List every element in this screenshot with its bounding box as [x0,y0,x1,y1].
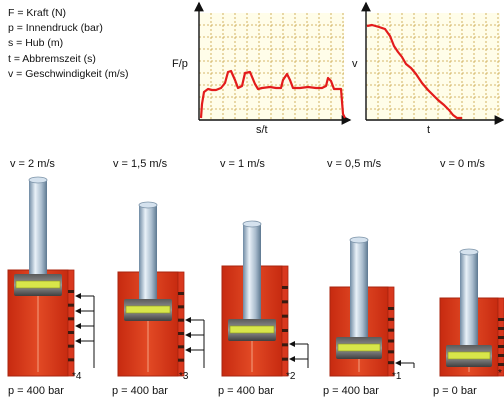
piston-seal [337,343,381,352]
speed-label-stage-2: v = 1,5 m/s [113,158,168,170]
rod-top [28,176,48,184]
rod-top [349,236,369,244]
port-hole [282,357,288,361]
port-hole [68,344,74,348]
legend-pressure: p = Innendruck (bar) [8,22,103,35]
piston-rod [29,180,47,282]
piston-seal [229,325,275,334]
port-hole [178,358,184,362]
note-stage-2: *3 [179,371,189,382]
piston-rod [460,252,478,353]
left-chart-xlabel: s/t [256,124,268,136]
port-hole [388,350,394,354]
pressure-label-stage-3: p = 400 bar [218,385,274,397]
port-hole [68,290,74,293]
port-hole [178,345,184,349]
port-hole [178,292,184,295]
legend-force: F = Kraft (N) [8,7,67,19]
piston-rod [243,224,261,327]
port-hole [388,317,394,321]
port-hole [498,336,504,339]
port-hole [68,358,74,362]
port-hole [178,305,184,309]
piston-seal [447,351,491,360]
legend-speed: v = Geschwindigkeit (m/s) [8,67,129,80]
speed-label-stage-5: v = 0 m/s [440,158,485,170]
cylinder-stage-3 [221,220,309,377]
legend: F = Kraft (N) p = Innendruck (bar) s = H… [8,6,129,82]
piston-rod [350,240,368,345]
port-hole [282,329,288,332]
legend-braking-time: t = Abbremszeit (s) [8,52,96,65]
force-pressure-chart [194,1,352,125]
pressure-label-stage-1: p = 400 bar [8,385,64,397]
port-strip [67,269,75,377]
pressure-label-stage-5: p = 0 bar [433,385,477,397]
right-chart-xlabel: t [427,124,431,136]
note-stage-5: * [498,368,502,379]
port-hole [282,286,288,289]
speed-time-chart [361,1,504,125]
port-hole [282,343,288,347]
right-chart-ylabel: v [352,58,358,70]
pressure-label-stage-2: p = 400 bar [112,385,168,397]
port-hole [68,331,74,334]
port-hole [498,327,504,330]
port-hole [498,345,504,348]
port-hole [498,363,504,366]
rod-top [138,201,158,209]
port-hole [498,318,504,321]
port-hole [388,339,394,343]
port-strip [281,265,289,377]
cylinder-stage-1 [7,176,95,377]
cylinder-stage-5 [439,248,504,377]
speed-label-stage-3: v = 1 m/s [220,158,265,170]
note-stage-4: *1 [392,371,402,382]
port-hole [498,354,504,357]
rod-top [459,248,479,256]
port-hole [178,332,184,335]
port-strip [177,271,185,377]
port-hole [282,314,288,318]
legend-stroke: s = Hub (m) [8,37,64,50]
force-pressure-curve [199,69,346,119]
right-chart-background [366,13,500,120]
piston-seal [125,305,171,314]
port-hole [68,303,74,307]
cylinder-stage-4 [329,236,415,377]
right-chart-grid [366,13,500,120]
port-hole [388,307,394,310]
left-chart-background [199,13,344,120]
speed-label-stage-4: v = 0,5 m/s [327,158,382,170]
speed-time-curve [366,23,462,120]
pressure-label-stage-4: p = 400 bar [323,385,379,397]
left-chart-ylabel: F/p [172,58,188,70]
note-stage-1: *4 [72,371,82,382]
piston-seal [15,280,61,289]
note-stage-3: *2 [286,371,296,382]
port-hole [282,300,288,304]
speed-label-stage-1: v = 2 m/s [10,158,55,170]
port-hole [388,361,394,365]
rod-top [242,220,262,228]
piston-rod [139,205,157,307]
cylinder-stage-2 [117,201,205,377]
port-hole [68,317,74,321]
port-hole [388,328,394,332]
port-hole [178,318,184,322]
cylinder-stages [7,176,504,377]
